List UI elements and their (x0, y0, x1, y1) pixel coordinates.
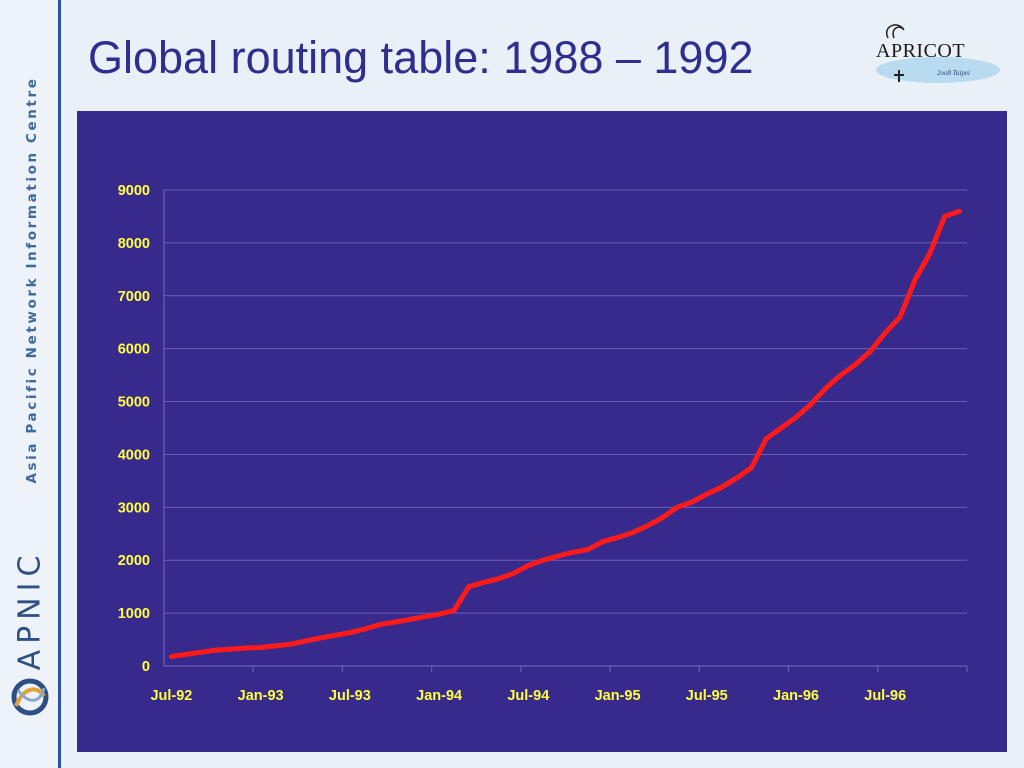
y-tick-label: 1000 (118, 606, 150, 622)
apnic-swirl-icon (11, 678, 49, 716)
y-tick-label: 8000 (118, 236, 150, 252)
y-tick-label: 5000 (118, 395, 150, 411)
x-tick-label: Jul-94 (507, 688, 549, 704)
x-tick-label: Jan-94 (416, 688, 462, 704)
y-tick-label: 4000 (118, 447, 150, 463)
x-tick-label: Jul-96 (864, 688, 906, 704)
y-tick-label: 6000 (118, 342, 150, 358)
y-tick-label: 3000 (118, 500, 150, 516)
sidebar (0, 0, 60, 768)
chart-panel: 0 1000 2000 3000 4000 5000 6000 7000 8000 9000 Jul… (77, 111, 1007, 752)
routing-table-chart: 0 1000 2000 3000 4000 5000 6000 7000 8000 9000 Jul… (118, 183, 968, 704)
slide-title: Global routing table: 1988 – 1992 (88, 32, 754, 83)
y-tick-label: 7000 (118, 289, 150, 305)
x-tick-label: Jan-93 (238, 688, 284, 704)
x-tick-label: Jul-93 (329, 688, 371, 704)
series-line (168, 208, 963, 659)
y-tick-label: 2000 (118, 553, 150, 569)
apricot-logo-icon (876, 24, 1000, 83)
sidebar-brand: APNIC (12, 549, 48, 671)
apricot-logo-subtext: 2oo8 Taipei (937, 69, 970, 77)
y-tick-label: 9000 (118, 183, 150, 199)
apricot-logo-text: APRICOT (876, 40, 966, 62)
x-tick-label: Jan-96 (773, 688, 819, 704)
x-tick-label: Jan-95 (595, 688, 641, 704)
x-tick-label: Jul-92 (150, 688, 192, 704)
sidebar-org-name: Asia Pacific Network Information Centre (24, 76, 40, 484)
x-tick-label: Jul-95 (686, 688, 728, 704)
y-tick-label: 0 (142, 659, 150, 675)
sidebar-rule (58, 0, 61, 768)
